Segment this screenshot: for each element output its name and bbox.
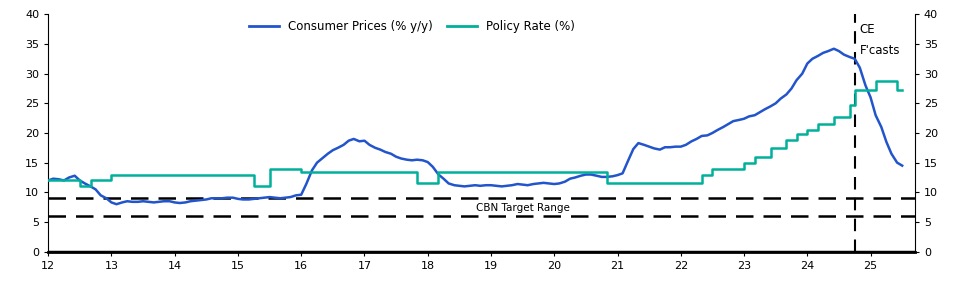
- Legend: Consumer Prices (% y/y), Policy Rate (%): Consumer Prices (% y/y), Policy Rate (%): [245, 15, 580, 38]
- Text: CBN Target Range: CBN Target Range: [476, 203, 569, 213]
- Text: CE: CE: [860, 23, 875, 36]
- Text: F'casts: F'casts: [860, 44, 900, 57]
